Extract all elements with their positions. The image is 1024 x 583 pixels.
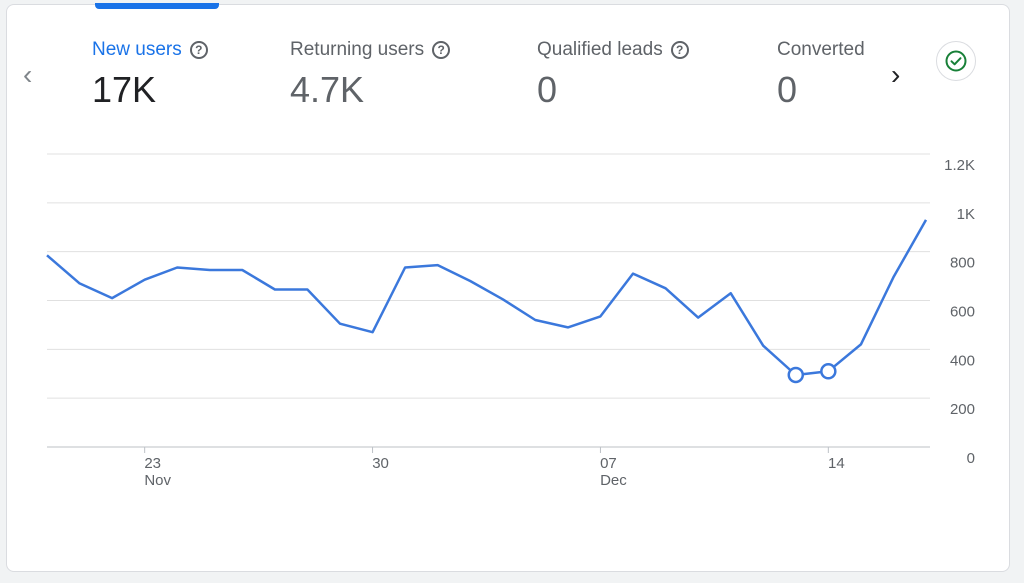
active-tab-indicator — [95, 3, 219, 9]
metric-label: New users — [92, 39, 182, 60]
highlight-point — [787, 366, 805, 384]
y-tick-label: 600 — [950, 304, 975, 321]
metric-converted[interactable]: Converted 0 — [777, 37, 865, 111]
x-tick-label: 14 — [828, 455, 845, 472]
metric-label: Returning users — [290, 39, 425, 60]
chevron-right-icon[interactable]: › — [891, 59, 901, 90]
x-tick-month-label: Nov — [144, 472, 171, 489]
metric-value: 17K — [92, 69, 157, 110]
metric-value: 0 — [537, 69, 558, 110]
x-tick-month-label: Dec — [600, 472, 627, 489]
highlight-point — [820, 363, 837, 380]
help-icon[interactable]: ? — [670, 41, 689, 59]
check-circle-icon — [945, 50, 967, 72]
y-tick-label: 1.2K — [944, 157, 975, 174]
series-line — [46, 219, 928, 377]
metric-label: Qualified leads — [537, 39, 663, 60]
metric-returning-users[interactable]: Returning users ? 4.7K — [290, 37, 451, 111]
series-points — [787, 363, 837, 384]
status-button[interactable] — [936, 41, 976, 81]
y-tick-label: 400 — [950, 352, 975, 369]
x-tick-label: 07 — [600, 455, 617, 472]
metric-value: 0 — [777, 69, 798, 110]
y-axis-labels: 0 200 400 600 800 1K 1.2K — [944, 157, 975, 467]
metrics-card: ‹ New users ? 17K Returning users ? 4.7K… — [6, 3, 1010, 572]
x-tick-label: 23 — [144, 455, 161, 472]
x-tick-label: 30 — [372, 455, 389, 472]
chevron-left-icon[interactable]: ‹ — [23, 59, 33, 90]
help-icon[interactable]: ? — [189, 41, 208, 59]
metric-qualified-leads[interactable]: Qualified leads ? 0 — [537, 37, 689, 111]
chart-grid — [47, 153, 930, 448]
y-tick-label: 0 — [967, 450, 975, 467]
metric-value: 4.7K — [290, 69, 365, 110]
metric-label: Converted — [777, 39, 865, 60]
help-icon[interactable]: ? — [432, 41, 451, 59]
y-tick-label: 800 — [950, 255, 975, 272]
y-tick-label: 1K — [957, 206, 975, 223]
metric-new-users[interactable]: New users ? 17K — [92, 37, 208, 111]
y-tick-label: 200 — [950, 401, 975, 418]
